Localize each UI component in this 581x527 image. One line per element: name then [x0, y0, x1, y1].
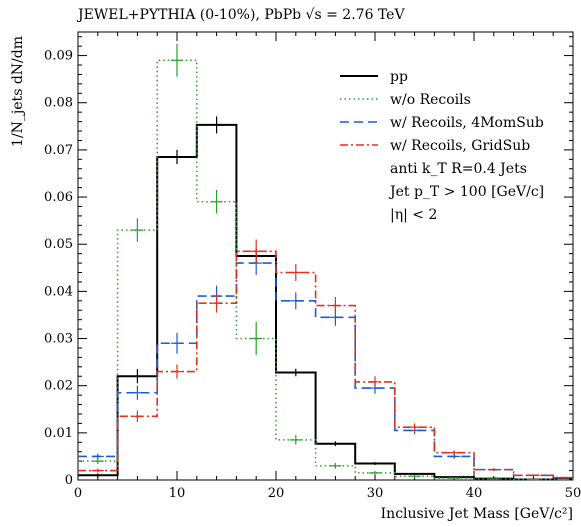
annotation-text: anti k_T R=0.4 Jets: [390, 161, 527, 177]
y-axis-label: 1/N_jets dN/dm: [10, 36, 26, 147]
chart-title: JEWEL+PYTHIA (0-10%), PbPb √s = 2.76 TeV: [76, 7, 405, 23]
legend-entry: pp: [390, 69, 408, 85]
series-line: [78, 262, 573, 479]
annotation-text: Jet p_T > 100 [GeV/c]: [388, 184, 544, 200]
legend: pp w/o Recoils w/ Recoils, 4MomSub w/ Recoi…: [340, 69, 544, 154]
x-axis-label: Inclusive Jet Mass [GeV/c²]: [381, 506, 573, 522]
x-axis-ticks: 0 10 20 30 40 50: [74, 32, 581, 501]
y-tick-label: 0.07: [44, 143, 73, 158]
legend-entry: w/o Recoils: [390, 92, 471, 108]
legend-entry: w/ Recoils, GridSub: [390, 138, 530, 154]
y-tick-label: 0: [65, 473, 73, 488]
y-axis-ticks: 0 0.01 0.02 0.03 0.04 0.05 0.06 0.07 0.08 0.09: [44, 36, 573, 488]
y-tick-label: 0.04: [44, 284, 73, 299]
x-tick-label: 50: [565, 486, 581, 501]
x-tick-label: 40: [466, 486, 483, 501]
x-tick-label: 0: [74, 486, 82, 501]
x-tick-label: 30: [367, 486, 384, 501]
annotations: anti k_T R=0.4 Jets Jet p_T > 100 [GeV/c]…: [388, 161, 544, 223]
y-tick-label: 0.02: [44, 379, 73, 394]
x-tick-label: 20: [268, 486, 285, 501]
series-3: [78, 239, 573, 479]
y-tick-label: 0.08: [44, 96, 73, 111]
series-line: [78, 123, 573, 481]
annotation-text: |η| < 2: [390, 207, 437, 223]
y-tick-label: 0.05: [44, 237, 73, 252]
y-tick-label: 0.01: [44, 426, 73, 441]
legend-entry: w/ Recoils, 4MomSub: [390, 115, 544, 131]
y-tick-label: 0.03: [44, 332, 73, 347]
x-tick-label: 10: [169, 486, 186, 501]
y-tick-label: 0.09: [44, 49, 73, 64]
series-layer: [78, 43, 573, 481]
plot-frame: [77, 31, 574, 481]
series-1: [78, 43, 573, 481]
y-tick-label: 0.06: [44, 190, 73, 205]
series-line: [78, 59, 573, 481]
